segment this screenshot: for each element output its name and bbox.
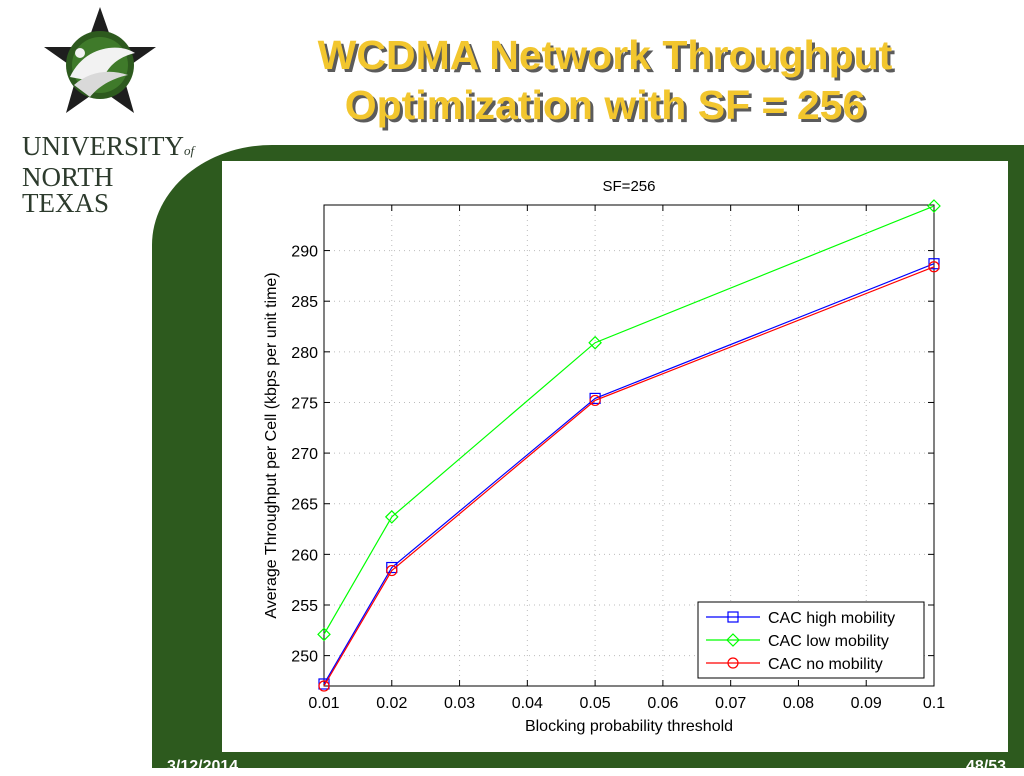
data-point [318, 680, 330, 692]
plot-area-frame [323, 204, 935, 687]
series-line [323, 266, 935, 687]
wordmark-of: of [184, 143, 195, 158]
data-point [928, 261, 940, 273]
y-tick-label: 250 [291, 649, 318, 666]
data-point [386, 561, 398, 574]
eagle-star-logo-icon [44, 7, 156, 113]
legend-marker [726, 633, 740, 647]
legend-marker [727, 611, 739, 623]
y-tick-label: 270 [291, 446, 318, 463]
y-tick-label: 275 [291, 395, 318, 412]
legend-item: CAC no mobility [706, 656, 883, 673]
slide-title-line2: Optimization with SF = 256 [344, 82, 866, 128]
legend-item: CAC low mobility [706, 633, 889, 650]
data-point [589, 394, 601, 407]
x-tick-label: 0.08 [783, 695, 814, 712]
chart-title: SF=256 [603, 178, 656, 195]
x-tick-label: 0.05 [580, 695, 611, 712]
x-tick-label: 0.03 [444, 695, 475, 712]
x-tick-label: 0.04 [512, 695, 543, 712]
data-point [927, 199, 941, 213]
y-tick-label: 285 [291, 294, 318, 311]
data-point [588, 335, 602, 350]
series-cac-no-mobility [318, 261, 940, 692]
chart-card: 0.01 0.02 0.03 0.04 0.05 0.06 0.07 0.08 0.09 0.1 2… [222, 161, 1008, 752]
series-line [323, 263, 935, 685]
legend-marker [727, 657, 739, 669]
x-tick-label: 0.01 [308, 695, 339, 712]
legend-label: CAC low mobility [768, 633, 889, 650]
slide-title-line1: WCDMA Network Throughput [317, 32, 893, 78]
y-tick-label: 265 [291, 497, 318, 514]
legend-label: CAC no mobility [768, 656, 883, 673]
data-point [386, 564, 398, 577]
wordmark-north-texas: NORTH TEXAS [22, 162, 114, 218]
data-point [928, 258, 940, 270]
data-point [317, 627, 331, 642]
data-point [384, 510, 399, 524]
y-tick-label: 290 [291, 244, 318, 261]
y-tick-label: 255 [291, 598, 318, 615]
y-tick-label: 260 [291, 547, 318, 564]
legend: CAC high mobility CAC low mobility CAC no … [697, 601, 925, 679]
x-tick-label: 0.02 [376, 695, 407, 712]
x-tick-label: 0.1 [923, 695, 945, 712]
x-tick-label: 0.09 [851, 695, 882, 712]
wordmark-university: UNIVERSITY [22, 131, 184, 161]
x-axis-label: Blocking probability threshold [525, 718, 733, 735]
university-logo: UNIVERSITYof NORTH TEXAS [10, 5, 194, 217]
university-wordmark: UNIVERSITYof NORTH TEXAS [22, 131, 202, 218]
x-tick-label: 0.06 [647, 695, 678, 712]
series-line [323, 205, 935, 635]
series-cac-low-mobility [317, 199, 941, 642]
legend-label: CAC high mobility [768, 610, 895, 627]
slide-title: WCDMA Network Throughput Optimization wi… [230, 30, 980, 130]
footer-date: 3/12/2014 [167, 758, 239, 775]
y-axis-label: Average Throughput per Cell (kbps per un… [263, 272, 280, 618]
x-tick-label: 0.07 [715, 695, 746, 712]
footer-page-number: 48/53 [965, 758, 1006, 775]
throughput-chart: 0.01 0.02 0.03 0.04 0.05 0.06 0.07 0.08 0.09 0.1 2… [263, 178, 945, 735]
y-tick-label: 280 [291, 345, 318, 362]
legend-item: CAC high mobility [706, 610, 895, 627]
